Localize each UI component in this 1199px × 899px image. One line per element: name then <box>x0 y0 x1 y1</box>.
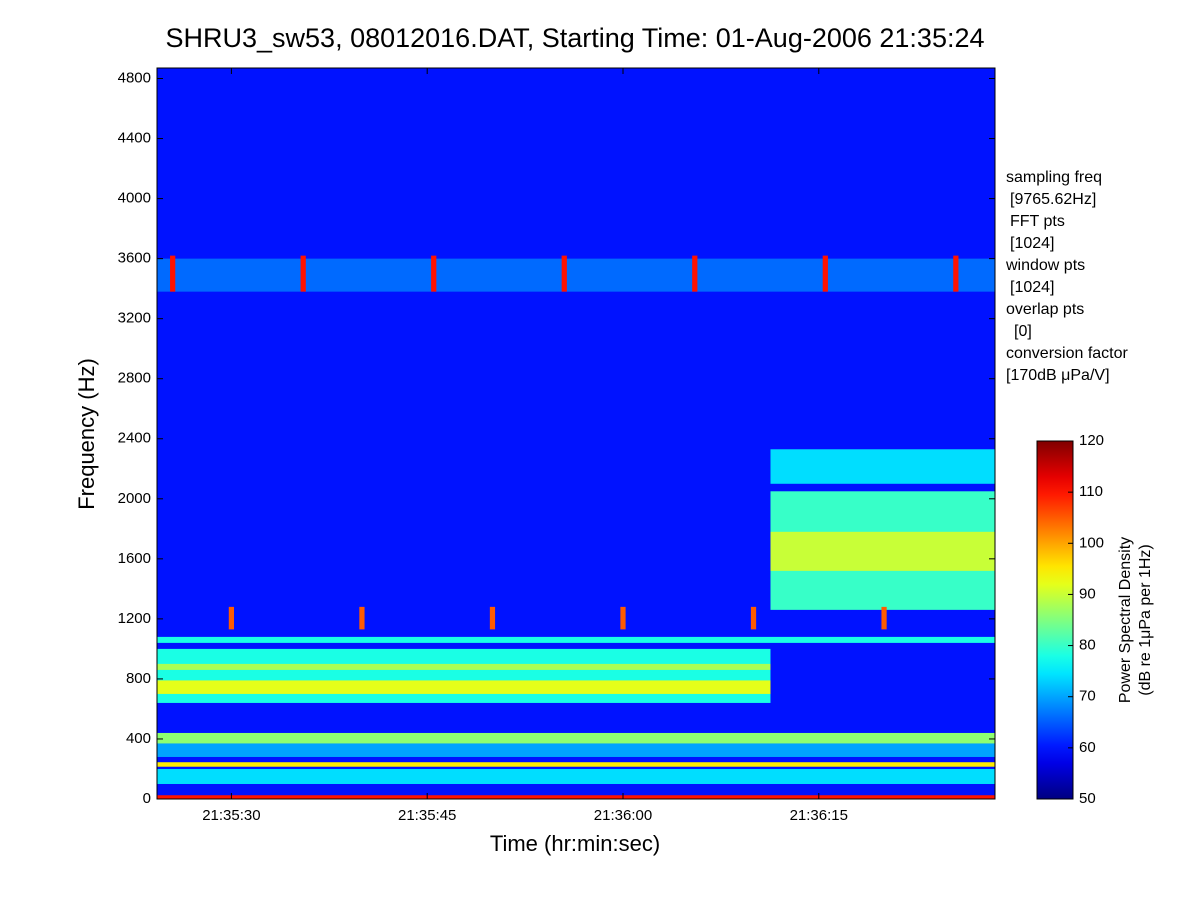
annotation: [170dB μPa/V] <box>1006 367 1110 384</box>
annotation: overlap pts <box>1006 301 1084 318</box>
colorbar <box>1036 440 1074 800</box>
x-tick-label: 21:35:45 <box>398 807 456 824</box>
spectral-band <box>170 255 176 292</box>
spectral-band <box>431 255 437 292</box>
y-tick-label: 1200 <box>118 610 151 627</box>
spectral-band <box>750 606 757 630</box>
spectral-band <box>561 255 567 292</box>
spectral-band <box>157 732 995 744</box>
colorbar-tick-label: 70 <box>1079 688 1096 705</box>
spectral-band <box>359 606 365 630</box>
spectral-band <box>157 743 995 757</box>
annotation: [9765.62Hz] <box>1010 191 1096 208</box>
annotation: conversion factor <box>1006 345 1129 362</box>
y-tick-label: 4000 <box>118 190 151 207</box>
spectral-band <box>157 680 771 694</box>
chart-title: SHRU3_sw53, 08012016.DAT, Starting Time:… <box>166 23 985 53</box>
spectral-band <box>157 663 771 670</box>
x-tick-label: 21:36:00 <box>594 807 652 824</box>
spectral-band <box>620 606 626 630</box>
spectral-band <box>489 606 496 630</box>
annotation: [1024] <box>1010 279 1054 296</box>
y-tick-label: 3200 <box>118 310 151 327</box>
spectral-band <box>692 255 698 292</box>
colorbar-tick-label: 80 <box>1079 637 1096 654</box>
y-tick-label: 3600 <box>118 250 151 267</box>
spectral-band <box>881 606 887 630</box>
x-axis-label: Time (hr:min:sec) <box>490 831 660 856</box>
y-tick-label: 0 <box>143 790 151 807</box>
spectral-band <box>953 255 959 292</box>
spectral-band <box>157 795 995 799</box>
spectral-band <box>157 648 771 703</box>
annotation: [0] <box>1014 323 1032 340</box>
spectral-band <box>157 762 995 767</box>
colorbar-label: Power Spectral Density <box>1117 537 1134 703</box>
spectral-band <box>770 449 995 484</box>
spectral-band <box>770 531 995 571</box>
colorbar-tick-label: 110 <box>1079 483 1103 500</box>
y-tick-label: 2800 <box>118 370 151 387</box>
spectral-band <box>822 255 828 292</box>
spectral-band <box>157 768 995 784</box>
spectral-band <box>157 636 995 643</box>
annotation: window pts <box>1005 257 1085 274</box>
y-tick-label: 4400 <box>118 130 151 147</box>
plot-frame <box>156 67 996 800</box>
annotation: FFT pts <box>1010 213 1065 230</box>
y-tick-label: 1600 <box>118 550 151 567</box>
annotation: sampling freq <box>1006 169 1102 186</box>
colorbar-tick-label: 50 <box>1079 790 1096 807</box>
y-tick-label: 4800 <box>118 69 151 86</box>
y-tick-label: 2000 <box>118 490 151 507</box>
x-tick-label: 21:35:30 <box>202 807 260 824</box>
y-tick-label: 800 <box>126 670 151 687</box>
spectral-band <box>300 255 306 292</box>
colorbar-tick-label: 60 <box>1079 739 1096 756</box>
colorbar-tick-label: 90 <box>1079 585 1096 602</box>
y-tick-label: 400 <box>126 730 151 747</box>
annotation: [1024] <box>1010 235 1054 252</box>
colorbar-tick-label: 100 <box>1079 534 1104 551</box>
colorbar-label: (dB re 1μPa per 1Hz) <box>1137 544 1154 696</box>
spectral-band <box>157 258 995 292</box>
y-tick-label: 2400 <box>118 430 151 447</box>
spectral-band <box>228 606 235 630</box>
colorbar-tick-label: 120 <box>1079 432 1104 449</box>
x-tick-label: 21:36:15 <box>790 807 848 824</box>
y-axis-label: Frequency (Hz) <box>74 358 99 510</box>
